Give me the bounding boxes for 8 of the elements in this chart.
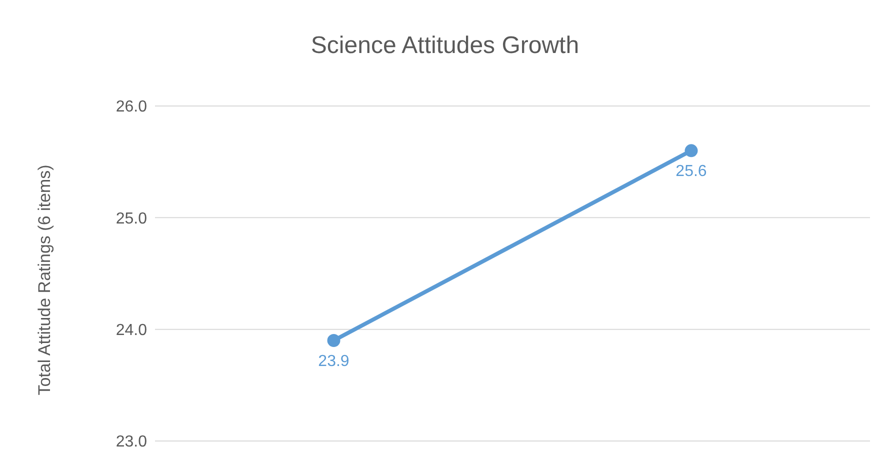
data-label: 23.9 — [318, 352, 350, 370]
y-axis-title: Total Attitude Ratings (6 items) — [35, 164, 55, 396]
y-tick-label: 23.0 — [116, 434, 148, 451]
y-tick-label: 24.0 — [116, 322, 148, 340]
data-label: 25.6 — [676, 163, 707, 180]
y-tick-label: 25.0 — [116, 210, 148, 228]
y-tick-label: 26.0 — [116, 98, 148, 116]
chart-title: Science Attitudes Growth — [310, 32, 580, 60]
